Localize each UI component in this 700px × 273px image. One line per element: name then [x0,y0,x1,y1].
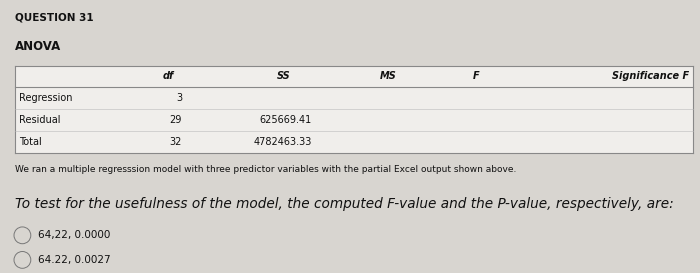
Text: Residual: Residual [19,115,60,125]
Text: ANOVA: ANOVA [15,40,62,53]
Text: SS: SS [276,72,290,81]
Text: 3: 3 [176,93,182,103]
Text: Significance F: Significance F [612,72,690,81]
Text: df: df [162,72,174,81]
Text: 64.22, 0.0027: 64.22, 0.0027 [38,255,111,265]
Text: 32: 32 [169,137,182,147]
Text: We ran a multiple regresssion model with three predictor variables with the part: We ran a multiple regresssion model with… [15,165,517,174]
Text: QUESTION 31: QUESTION 31 [15,12,94,22]
Bar [15,66,693,153]
Text: F: F [473,72,480,81]
Text: To test for the usefulness of the model, the computed F-value and the P-value, r: To test for the usefulness of the model,… [15,197,674,210]
Text: 29: 29 [169,115,182,125]
Text: 64,22, 0.0000: 64,22, 0.0000 [38,230,110,240]
Text: Total: Total [19,137,42,147]
Text: MS: MS [380,72,397,81]
Text: 625669.41: 625669.41 [259,115,312,125]
Text: Regression: Regression [19,93,72,103]
Text: 4782463.33: 4782463.33 [253,137,312,147]
